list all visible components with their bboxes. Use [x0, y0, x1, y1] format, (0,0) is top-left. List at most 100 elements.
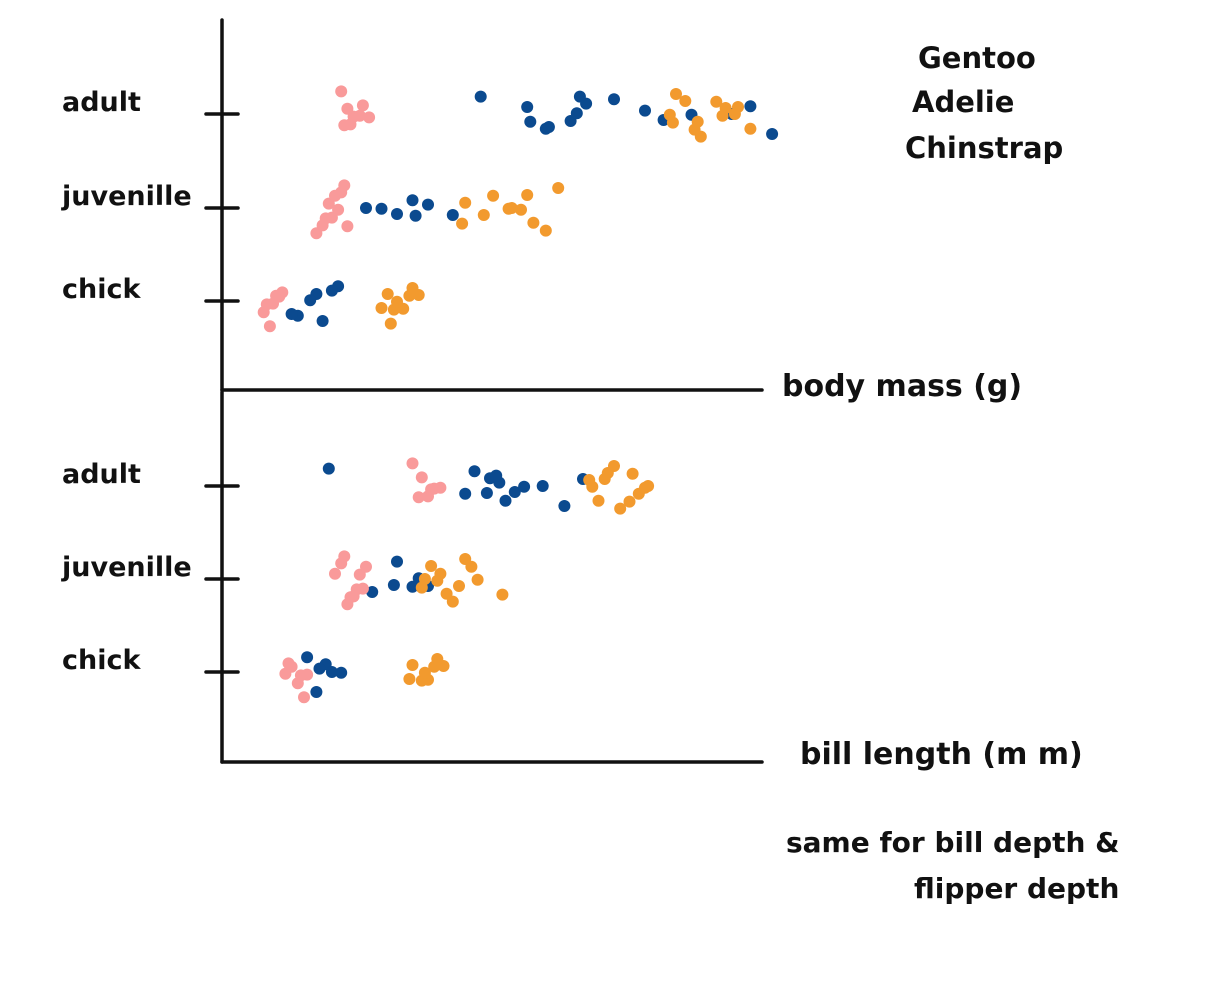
data-point-adelie [319, 212, 332, 225]
footnote-line-2: flipper depth [914, 872, 1119, 905]
legend-entry-adelie: Adelie [912, 85, 1014, 119]
data-point-gentoo [446, 209, 459, 221]
data-point-gentoo [480, 487, 493, 499]
data-point-gentoo [744, 100, 757, 113]
data-point-gentoo [375, 202, 388, 215]
data-point-chinstrap [710, 95, 723, 108]
data-point-gentoo [521, 101, 534, 113]
data-point-chinstrap [505, 202, 518, 214]
y-tick-label-juvenille: juvenille [61, 552, 192, 583]
data-point-chinstrap [496, 588, 509, 601]
data-point-gentoo [490, 469, 503, 482]
data-point-gentoo [608, 93, 620, 106]
data-point-gentoo [573, 90, 586, 103]
data-point-gentoo [518, 480, 531, 493]
data-point-chinstrap [614, 502, 627, 515]
x-axis-title: bill length (m m) [800, 737, 1083, 772]
chart-panels: adult juvenille chick body mass (g) adult juv… [61, 18, 1083, 772]
data-point-chinstrap [453, 580, 465, 592]
data-point-adelie [350, 583, 363, 596]
series-adelie [257, 85, 376, 333]
data-point-gentoo [558, 500, 571, 512]
data-point-chinstrap [406, 282, 419, 294]
data-point-adelie [260, 298, 273, 311]
data-point-gentoo [285, 308, 298, 320]
footnote: same for bill depth & flipper depth [786, 826, 1120, 905]
data-point-gentoo [459, 487, 472, 500]
series-gentoo [285, 90, 779, 327]
data-point-gentoo [325, 284, 338, 297]
data-point-adelie [356, 99, 369, 112]
data-point-chinstrap [521, 189, 534, 201]
data-point-adelie [338, 550, 351, 563]
data-point-gentoo [536, 480, 549, 492]
data-point-gentoo [360, 202, 372, 214]
y-tick-label-adult: adult [62, 459, 141, 490]
data-point-adelie [263, 320, 276, 333]
data-point-adelie [332, 203, 345, 216]
data-point-chinstrap [431, 574, 444, 587]
data-point-chinstrap [459, 553, 472, 565]
data-point-gentoo [391, 208, 403, 220]
data-point-chinstrap [456, 217, 469, 230]
data-point-gentoo [310, 686, 323, 698]
data-point-adelie [298, 691, 310, 704]
data-point-adelie [294, 669, 307, 682]
data-point-adelie [341, 220, 354, 233]
data-point-gentoo [313, 662, 326, 675]
data-point-gentoo [335, 666, 348, 679]
data-point-adelie [412, 491, 425, 504]
data-point-chinstrap [732, 101, 744, 113]
data-point-chinstrap [406, 659, 419, 671]
data-point-chinstrap [431, 653, 444, 665]
y-tick-label-adult: adult [62, 87, 141, 118]
data-point-chinstrap [418, 573, 431, 585]
data-point-adelie [338, 119, 351, 132]
data-point-gentoo [366, 586, 379, 598]
data-point-chinstrap [381, 288, 394, 300]
data-point-chinstrap [384, 317, 397, 330]
data-point-chinstrap [418, 666, 431, 679]
data-point-gentoo [406, 580, 419, 593]
legend-entry-gentoo: Gentoo [918, 41, 1036, 75]
y-tick-label-juvenille: juvenille [61, 181, 192, 212]
chart-panel-2: adult juvenille chick bill length (m m) [61, 390, 1083, 772]
data-point-chinstrap [391, 295, 403, 308]
data-point-gentoo [570, 107, 583, 120]
data-point-gentoo [325, 666, 338, 678]
data-point-gentoo [499, 494, 512, 507]
data-point-chinstrap [592, 494, 605, 507]
data-point-chinstrap [583, 474, 596, 486]
data-point-gentoo [304, 294, 317, 307]
legend: Gentoo Adelie Chinstrap [905, 41, 1063, 165]
data-point-chinstrap [626, 467, 639, 480]
data-point-chinstrap [679, 95, 692, 107]
data-point-chinstrap [527, 216, 540, 229]
data-point-gentoo [387, 579, 400, 591]
data-point-gentoo [409, 209, 422, 222]
data-point-adelie [360, 560, 372, 573]
data-point-adelie [329, 189, 341, 202]
data-point-adelie [425, 483, 438, 496]
data-point-adelie [335, 85, 348, 98]
data-point-adelie [406, 457, 419, 470]
x-axis-title: body mass (g) [782, 369, 1022, 404]
data-point-gentoo [639, 104, 651, 117]
data-point-gentoo [766, 128, 779, 140]
y-tick-label-chick: chick [62, 645, 141, 676]
data-point-gentoo [316, 315, 329, 327]
series-chinstrap [375, 88, 757, 330]
data-point-chinstrap [719, 102, 732, 114]
data-point-adelie [329, 567, 341, 580]
data-point-chinstrap [539, 224, 552, 237]
footnote-line-1: same for bill depth & [786, 826, 1120, 859]
data-point-gentoo [468, 465, 481, 478]
series-adelie [279, 457, 447, 704]
data-point-chinstrap [440, 587, 453, 600]
data-point-chinstrap [375, 302, 388, 314]
data-point-chinstrap [459, 196, 472, 209]
data-point-adelie [338, 179, 351, 192]
data-point-chinstrap [598, 473, 611, 485]
data-point-gentoo [508, 486, 521, 498]
